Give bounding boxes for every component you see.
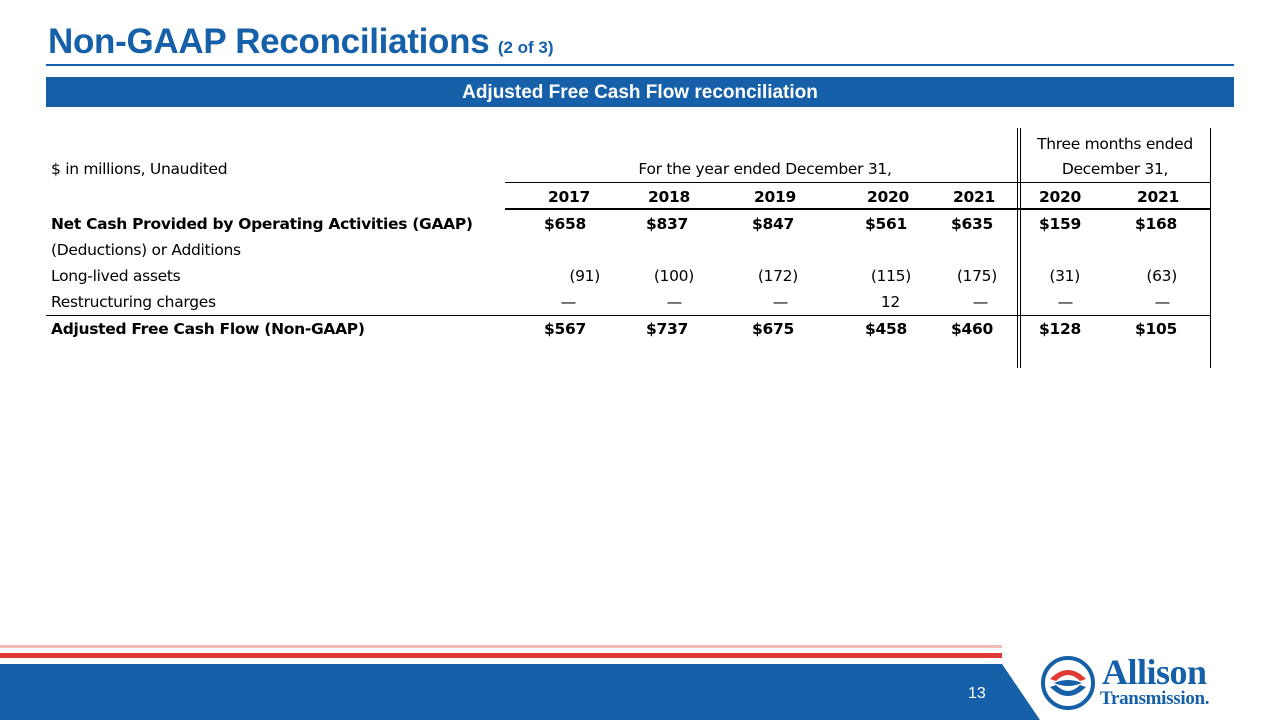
column-separator (1020, 128, 1021, 368)
table-cell: $460 (951, 320, 993, 338)
footer-red-stripe (0, 653, 1002, 658)
table-cell: — (560, 293, 577, 311)
footer: 13 Allison Transmission. (0, 645, 1280, 720)
table-cell: (63) (1146, 267, 1177, 285)
year-header: 2018 (648, 188, 690, 206)
table-cell: — (666, 293, 683, 311)
table-cell: $168 (1135, 215, 1177, 233)
year-header: 2020 (867, 188, 909, 206)
title-page-indicator: (2 of 3) (497, 38, 554, 57)
year-header: 2020 (1039, 188, 1081, 206)
table-cell: (172) (757, 267, 798, 285)
table-cell: — (1154, 293, 1171, 311)
column-separator (1017, 128, 1018, 368)
footer-stripe (0, 645, 1002, 648)
table-cell: — (1057, 293, 1074, 311)
table-cell: $159 (1039, 215, 1081, 233)
page-number: 13 (968, 685, 986, 702)
table-cell: $561 (865, 215, 907, 233)
table-cell: $837 (646, 215, 688, 233)
title-divider (46, 64, 1234, 66)
table-cell: — (972, 293, 989, 311)
annual-header: For the year ended December 31, (638, 160, 892, 178)
year-header: 2017 (548, 188, 590, 206)
title-text: Non-GAAP Reconciliations (48, 22, 490, 61)
row-label: (Deductions) or Additions (51, 241, 241, 259)
column-separator (1210, 128, 1211, 368)
reconciliation-table: Three months ended $ in millions, Unaudi… (46, 128, 1211, 368)
table-cell: $658 (544, 215, 586, 233)
year-row-rule (505, 208, 1211, 210)
year-header: 2021 (953, 188, 995, 206)
table-cell: (115) (870, 267, 911, 285)
table-cell: $847 (752, 215, 794, 233)
row-label: Restructuring charges (51, 293, 216, 311)
row-label: Long-lived assets (51, 267, 181, 285)
header-rule (505, 182, 1211, 183)
table-cell: — (772, 293, 789, 311)
year-header: 2021 (1137, 188, 1179, 206)
table-cell: (175) (956, 267, 997, 285)
page-title: Non-GAAP Reconciliations (2 of 3) (48, 22, 554, 62)
table-cell: $675 (752, 320, 794, 338)
allison-logo: Allison Transmission. (1040, 651, 1260, 713)
table-cell: (100) (653, 267, 694, 285)
table-cell: (31) (1049, 267, 1080, 285)
table-cell: $458 (865, 320, 907, 338)
logo-word-transmission: Transmission. (1100, 688, 1210, 709)
year-header: 2019 (754, 188, 796, 206)
table-cell: (91) (569, 267, 600, 285)
section-banner: Adjusted Free Cash Flow reconciliation (46, 77, 1234, 107)
table-cell: $105 (1135, 320, 1177, 338)
unit-label: $ in millions, Unaudited (51, 160, 228, 178)
logo-word-allison: Allison (1102, 652, 1207, 692)
total-rule (46, 315, 1211, 316)
quarter-header-line2: December 31, (1061, 160, 1169, 178)
allison-emblem-icon (1041, 656, 1095, 710)
table-cell: 12 (880, 293, 900, 311)
table-cell: $567 (544, 320, 586, 338)
footer-blue-bar (0, 664, 1040, 720)
table-cell: $128 (1039, 320, 1081, 338)
quarter-header-line1: Three months ended (1037, 135, 1193, 153)
row-label: Net Cash Provided by Operating Activitie… (51, 215, 473, 233)
table-cell: $737 (646, 320, 688, 338)
row-label: Adjusted Free Cash Flow (Non-GAAP) (51, 320, 365, 338)
table-cell: $635 (951, 215, 993, 233)
